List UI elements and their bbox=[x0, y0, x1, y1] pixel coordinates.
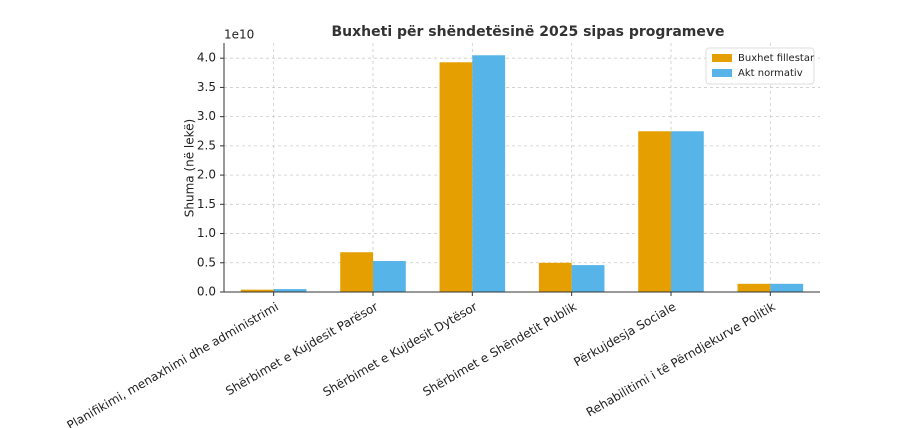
legend-label: Buxhet fillestar bbox=[738, 53, 815, 64]
x-tick-label: Përkujdesja Sociale bbox=[571, 300, 678, 370]
y-tick-label: 3.5 bbox=[197, 80, 216, 94]
legend-swatch bbox=[712, 69, 732, 77]
y-tick-label: 2.0 bbox=[197, 168, 216, 182]
y-offset-label: 1e10 bbox=[224, 28, 254, 42]
bar bbox=[373, 261, 406, 292]
bar bbox=[770, 283, 804, 292]
y-tick-label: 2.5 bbox=[197, 138, 216, 152]
legend-box bbox=[705, 47, 815, 85]
bar bbox=[472, 55, 506, 293]
x-tick-label: Planifikimi, menaxhimi dhe administrimi bbox=[64, 300, 280, 428]
bar bbox=[240, 289, 274, 292]
bar bbox=[538, 262, 572, 292]
chart-title: Buxheti për shëndetësinë 2025 sipas prog… bbox=[332, 24, 725, 40]
y-tick-label: 1.5 bbox=[197, 197, 216, 211]
x-tick-label: Rehabilitimi i të Përndjekurve Politik bbox=[584, 299, 778, 419]
y-tick-label: 0.0 bbox=[197, 285, 216, 299]
legend-label: Akt normativ bbox=[738, 68, 803, 79]
y-tick-label: 3.0 bbox=[197, 109, 216, 123]
bar bbox=[571, 265, 605, 292]
y-axis-label: Shuma (në lekë) bbox=[183, 119, 197, 217]
y-tick-label: 1.0 bbox=[197, 226, 216, 240]
bar bbox=[737, 283, 771, 292]
bar bbox=[439, 62, 473, 293]
x-tick-label: Shërbimet e Kujdesit Dytësor bbox=[321, 299, 480, 399]
bar bbox=[273, 289, 307, 292]
legend-swatch bbox=[712, 54, 732, 62]
y-tick-label: 4.0 bbox=[197, 51, 216, 65]
bar bbox=[340, 252, 373, 292]
bar bbox=[671, 131, 704, 292]
bar bbox=[638, 131, 671, 292]
x-tick-label: Shërbimet e Shëndetit Publik bbox=[420, 299, 579, 399]
y-tick-label: 0.5 bbox=[197, 255, 216, 269]
